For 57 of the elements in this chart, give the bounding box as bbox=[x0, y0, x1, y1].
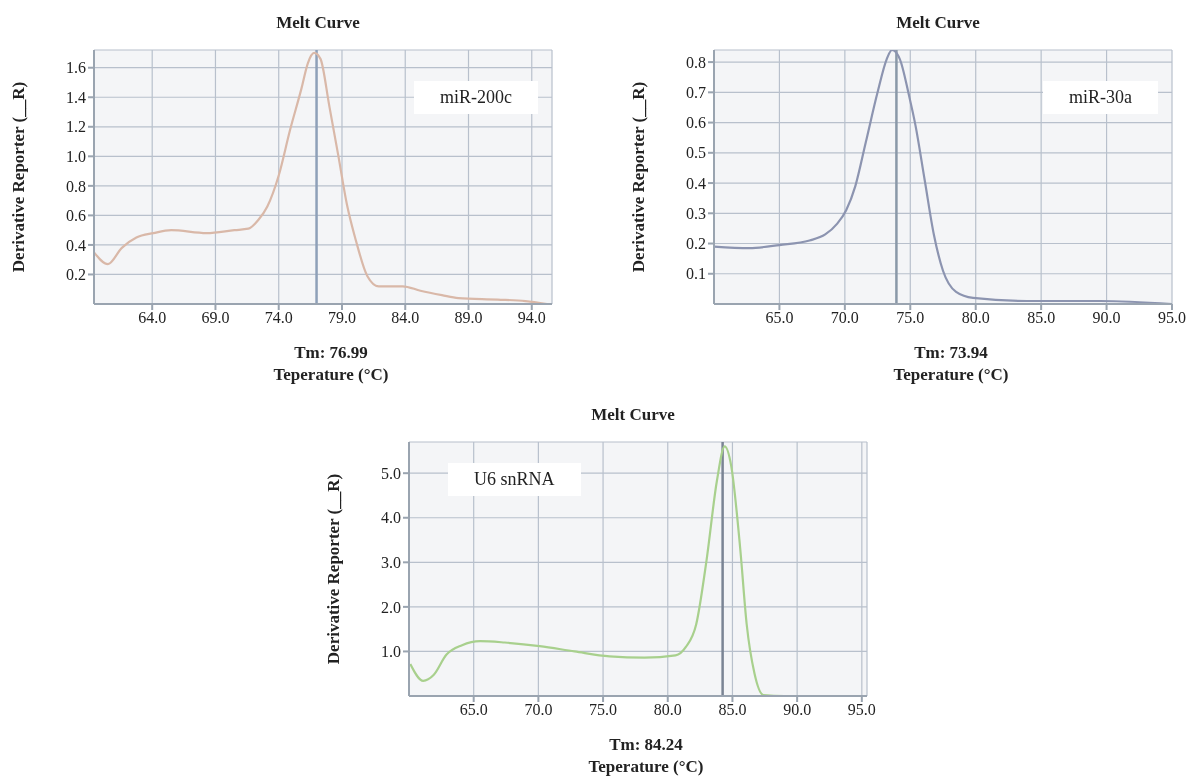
x-tick-label: 85.0 bbox=[718, 701, 747, 719]
y-tick-label: 0.8 bbox=[686, 53, 706, 71]
x-tick-label: 64.0 bbox=[138, 309, 167, 327]
y-axis-title: Derivative Reporter (__R) bbox=[9, 81, 29, 273]
y-axis-title: Derivative Reporter (__R) bbox=[629, 81, 649, 273]
y-tick-label: 1.0 bbox=[66, 148, 86, 166]
annotation: miR-200c bbox=[414, 81, 538, 114]
x-tick-label: 69.0 bbox=[201, 309, 230, 327]
y-tick-label: 2.0 bbox=[381, 598, 401, 616]
x-tick-label: 65.0 bbox=[459, 701, 488, 719]
y-tick-label: 0.4 bbox=[66, 236, 86, 254]
text: Tm: 73.94 bbox=[913, 342, 989, 364]
y-tick-label: 0.2 bbox=[686, 235, 706, 253]
y-tick-label: 0.7 bbox=[686, 84, 706, 102]
x-axis-title: Teperature (°C) bbox=[272, 364, 390, 386]
text: Tm: 76.99 bbox=[293, 342, 369, 364]
y-tick-label: 5.0 bbox=[381, 464, 401, 482]
x-tick-label: 75.0 bbox=[589, 701, 618, 719]
y-tick-label: 4.0 bbox=[381, 509, 401, 527]
y-tick-label: 0.1 bbox=[686, 265, 706, 283]
x-axis-title: Teperature (°C) bbox=[587, 756, 705, 778]
x-tick-label: 84.0 bbox=[391, 309, 420, 327]
x-tick-label: 75.0 bbox=[896, 309, 925, 327]
x-tick-label: 65.0 bbox=[765, 309, 794, 327]
x-tick-label: 80.0 bbox=[653, 701, 682, 719]
x-axis-title: Teperature (°C) bbox=[892, 364, 1010, 386]
y-axis-title: Derivative Reporter (__R) bbox=[324, 473, 344, 665]
x-tick-label: 95.0 bbox=[1158, 309, 1186, 327]
y-tick-label: 1.4 bbox=[66, 88, 86, 106]
y-tick-label: 0.2 bbox=[66, 266, 86, 284]
x-tick-label: 90.0 bbox=[783, 701, 812, 719]
y-tick-label: 0.8 bbox=[66, 177, 86, 195]
x-tick-label: 79.0 bbox=[327, 309, 356, 327]
y-tick-label: 0.5 bbox=[686, 144, 706, 162]
y-tick-label: 0.4 bbox=[686, 174, 706, 192]
x-tick-label: 89.0 bbox=[454, 309, 483, 327]
x-tick-label: 94.0 bbox=[517, 309, 546, 327]
chart-title: Melt Curve bbox=[590, 404, 676, 426]
x-tick-label: 85.0 bbox=[1027, 309, 1056, 327]
y-tick-label: 0.3 bbox=[686, 204, 706, 222]
y-tick-label: 0.6 bbox=[66, 207, 86, 225]
text: Tm: 84.24 bbox=[608, 734, 684, 756]
y-tick-label: 1.6 bbox=[66, 59, 86, 77]
y-tick-label: 1.0 bbox=[381, 643, 401, 661]
x-tick-label: 70.0 bbox=[830, 309, 859, 327]
y-tick-label: 0.6 bbox=[686, 114, 706, 132]
y-tick-label: 1.2 bbox=[66, 118, 86, 136]
annotation: U6 snRNA bbox=[448, 463, 581, 496]
x-tick-label: 74.0 bbox=[264, 309, 293, 327]
chart-title: Melt Curve bbox=[275, 12, 361, 34]
x-tick-label: 80.0 bbox=[961, 309, 990, 327]
chart-title: Melt Curve bbox=[895, 12, 981, 34]
x-tick-label: 95.0 bbox=[847, 701, 876, 719]
x-tick-label: 90.0 bbox=[1092, 309, 1121, 327]
y-tick-label: 3.0 bbox=[381, 554, 401, 571]
annotation: miR-30a bbox=[1043, 81, 1158, 114]
x-tick-label: 70.0 bbox=[524, 701, 553, 719]
